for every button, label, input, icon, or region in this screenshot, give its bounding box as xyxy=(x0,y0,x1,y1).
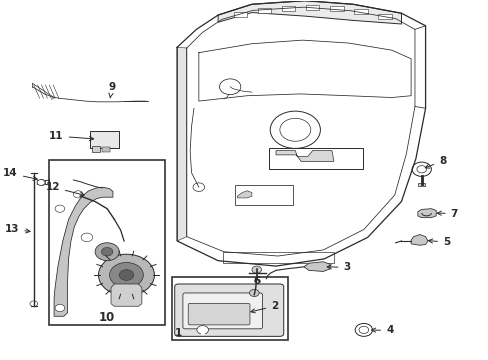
Circle shape xyxy=(37,180,45,185)
Text: 4: 4 xyxy=(371,325,392,336)
Circle shape xyxy=(95,243,119,261)
Text: 2: 2 xyxy=(250,301,278,313)
Circle shape xyxy=(249,289,259,297)
Text: 1: 1 xyxy=(174,328,182,338)
Text: 6: 6 xyxy=(253,276,260,286)
Bar xyxy=(281,6,295,11)
Bar xyxy=(418,183,424,186)
Circle shape xyxy=(101,247,113,256)
Bar xyxy=(329,6,343,12)
Bar xyxy=(92,146,100,152)
Polygon shape xyxy=(37,179,45,186)
Circle shape xyxy=(55,305,64,312)
Polygon shape xyxy=(417,209,435,218)
Bar xyxy=(378,14,391,19)
Circle shape xyxy=(119,270,133,280)
Bar xyxy=(233,12,246,17)
Polygon shape xyxy=(54,187,113,316)
FancyBboxPatch shape xyxy=(188,303,249,325)
Polygon shape xyxy=(410,234,427,245)
Circle shape xyxy=(109,262,143,288)
Polygon shape xyxy=(111,284,142,306)
FancyBboxPatch shape xyxy=(174,284,283,336)
Text: 9: 9 xyxy=(108,82,115,98)
Polygon shape xyxy=(177,47,186,241)
Text: 8: 8 xyxy=(425,156,446,168)
Bar xyxy=(235,185,292,205)
Circle shape xyxy=(197,325,208,334)
Bar xyxy=(201,330,204,335)
FancyBboxPatch shape xyxy=(183,293,262,329)
Bar xyxy=(102,147,109,152)
Polygon shape xyxy=(237,191,251,198)
Circle shape xyxy=(251,266,261,273)
Bar xyxy=(305,5,319,10)
Polygon shape xyxy=(304,262,329,271)
Bar xyxy=(268,148,362,169)
Text: 13: 13 xyxy=(5,224,30,234)
Circle shape xyxy=(81,233,93,242)
Circle shape xyxy=(98,254,154,296)
Circle shape xyxy=(55,205,64,212)
Text: 5: 5 xyxy=(427,237,449,247)
Bar xyxy=(49,160,165,325)
Bar xyxy=(223,252,333,263)
Text: 14: 14 xyxy=(3,168,37,180)
Bar xyxy=(353,9,367,14)
Polygon shape xyxy=(218,1,401,24)
Circle shape xyxy=(73,191,83,198)
Text: 11: 11 xyxy=(49,131,94,141)
Text: 3: 3 xyxy=(326,262,350,273)
Bar xyxy=(172,277,287,339)
Text: 12: 12 xyxy=(45,182,84,196)
Text: 10: 10 xyxy=(99,311,115,324)
Bar xyxy=(90,131,119,148)
Text: 7: 7 xyxy=(436,208,457,219)
Polygon shape xyxy=(275,150,333,161)
Bar xyxy=(257,8,271,13)
